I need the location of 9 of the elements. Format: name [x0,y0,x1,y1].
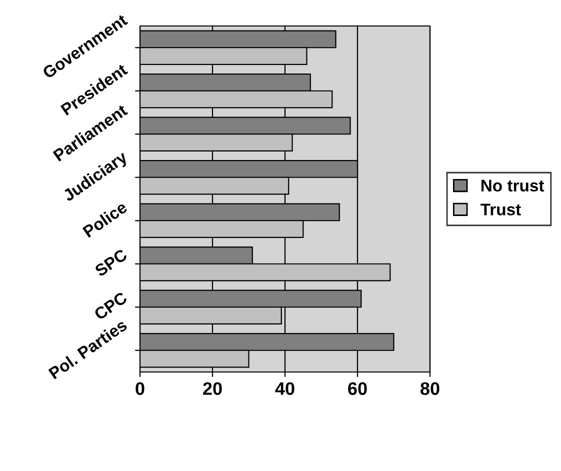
y-tick-label: CPC [93,291,128,320]
x-tick-label: 20 [203,382,222,395]
y-tick-label: SPC [94,248,128,278]
x-tick-label: 40 [275,382,294,395]
x-tick-label: 80 [420,382,440,395]
x-tick-label: 60 [348,382,367,395]
legend-label: Trust [480,204,521,216]
x-tick-label: 0 [136,382,144,395]
legend-label: No trust [481,180,544,192]
